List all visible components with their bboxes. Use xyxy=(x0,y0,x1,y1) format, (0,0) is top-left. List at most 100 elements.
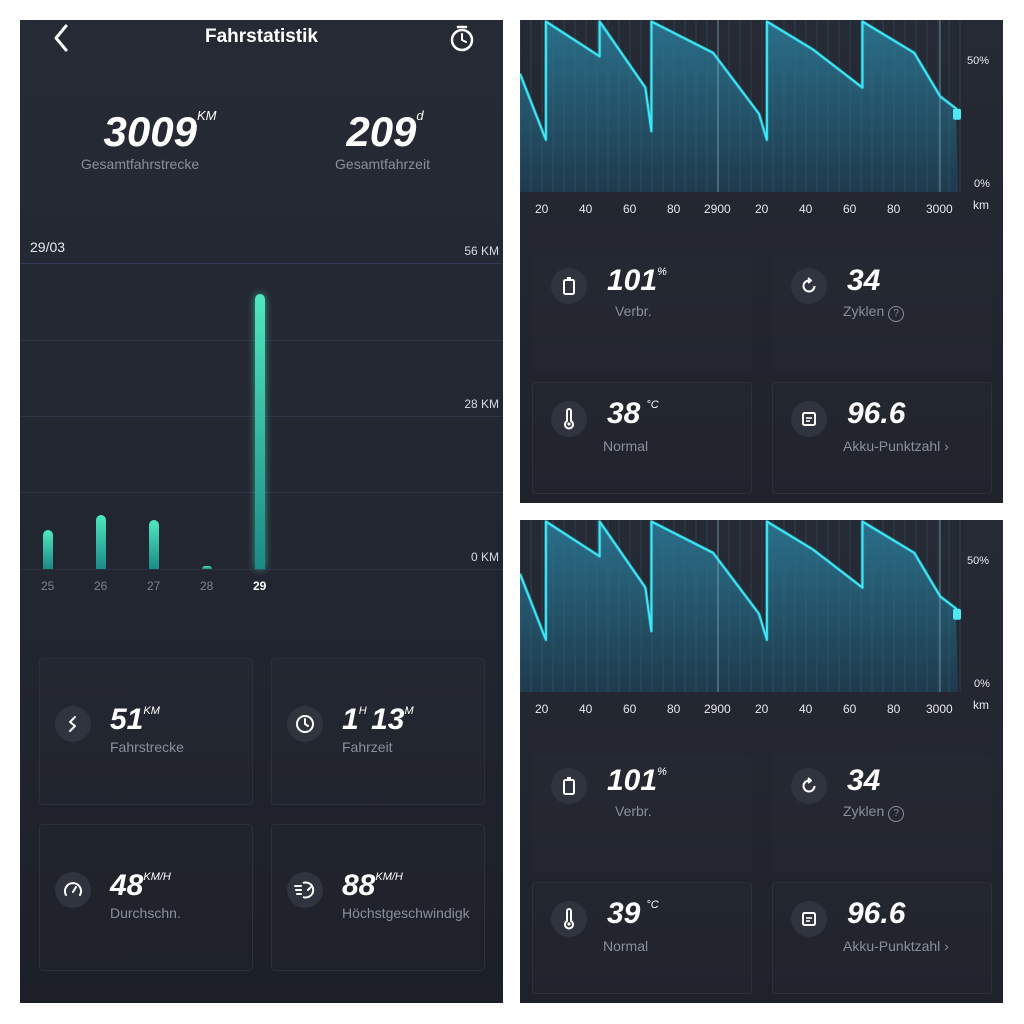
thermometer-icon xyxy=(551,901,587,937)
distance-label: Fahrstrecke xyxy=(110,739,184,755)
chevron-left-icon xyxy=(54,24,68,52)
x-tick: 40 xyxy=(799,702,813,716)
card-temperature: 39 °C Normal xyxy=(532,882,752,994)
x-tick: 80 xyxy=(887,202,901,216)
x-unit: km xyxy=(973,198,989,212)
x-tick: 60 xyxy=(843,202,857,216)
stat-card-distance: 51KM Fahrstrecke xyxy=(39,658,253,805)
y-label-0: 0% xyxy=(974,178,990,190)
battery-area xyxy=(520,21,958,192)
card-temperature: 38 °C Normal xyxy=(532,382,752,494)
battery-panel-2: 50% 0% 20 40 60 80 2900 20 40 60 80 3000 km 101% … xyxy=(520,520,1003,1003)
y-label-50: 50% xyxy=(967,55,990,67)
total-distance: 3009KM xyxy=(75,108,245,156)
stat-card-time: 1H 13M Fahrzeit xyxy=(271,658,485,805)
cycles-value: 34 xyxy=(847,764,881,797)
y-label-zero: 0 KM xyxy=(470,550,499,564)
x-label-day: 27 xyxy=(147,579,161,593)
y-label-mid: 28 KM xyxy=(464,397,499,411)
y-label-50: 50% xyxy=(967,555,990,567)
bar-day-27[interactable] xyxy=(149,519,159,569)
timer-button[interactable] xyxy=(448,24,476,52)
score-value: 96.6 xyxy=(847,397,906,430)
consumption-label: Verbr. xyxy=(615,303,652,319)
score-value: 96.6 xyxy=(847,897,906,930)
x-tick: 60 xyxy=(623,202,637,216)
x-tick: 20 xyxy=(535,702,549,716)
battery-icon xyxy=(551,768,587,804)
stopwatch-icon xyxy=(450,25,474,52)
battery-line xyxy=(520,20,957,141)
x-tick: 80 xyxy=(887,702,901,716)
battery-panel-1: 50% 0% 20 40 60 80 2900 20 40 60 80 3000 km 101% … xyxy=(520,20,1003,503)
consumption-unit: % xyxy=(657,766,667,778)
battery-level-chart[interactable] xyxy=(520,520,1003,735)
score-label: Akku-Punktzahl xyxy=(843,938,941,954)
x-unit: km xyxy=(973,698,989,712)
temperature-value: 39 xyxy=(607,897,641,930)
consumption-value: 101 xyxy=(607,764,658,797)
bar-day-29[interactable] xyxy=(255,293,265,569)
x-tick: 3000 xyxy=(926,702,953,716)
total-distance-value: 3009 xyxy=(103,108,197,155)
x-tick: 60 xyxy=(843,702,857,716)
cycles-label: Zyklen xyxy=(843,803,885,819)
cycles-label: Zyklen xyxy=(843,303,885,319)
consumption-label: Verbr. xyxy=(615,803,652,819)
total-time-value: 209 xyxy=(346,108,417,155)
avg-speed-label: Durchschn. xyxy=(110,905,181,921)
back-button[interactable] xyxy=(48,22,76,54)
refresh-icon xyxy=(791,268,827,304)
chevron-right-icon: › xyxy=(944,438,949,454)
grid-line xyxy=(20,263,503,264)
time-hours: 1 xyxy=(342,703,359,736)
x-tick: 3000 xyxy=(926,202,953,216)
card-battery-score[interactable]: 96.6 Akku-Punktzahl › xyxy=(772,882,992,994)
card-cycles: 34 Zyklen ? xyxy=(772,255,992,372)
x-tick: 40 xyxy=(579,202,593,216)
temperature-label: Normal xyxy=(603,438,649,454)
consumption-unit: % xyxy=(657,266,667,278)
battery-level-chart[interactable] xyxy=(520,20,1003,235)
daily-distance-chart[interactable]: 29/03 56 KM 28 KM 0 KM 25 26 27 28 29 xyxy=(20,235,503,605)
total-time-label: Gesamtfahrzeit xyxy=(335,156,430,172)
x-label-day: 26 xyxy=(94,579,108,593)
x-tick: 20 xyxy=(535,202,549,216)
max-speed-icon xyxy=(287,872,323,908)
bar-day-25[interactable] xyxy=(43,529,53,569)
clock-icon xyxy=(287,706,323,742)
max-speed-label: Höchstgeschwindigk xyxy=(342,905,470,921)
battery-line xyxy=(520,520,957,641)
help-icon[interactable]: ? xyxy=(888,806,905,822)
cycles-value: 34 xyxy=(847,264,881,297)
y-label-0: 0% xyxy=(974,678,990,690)
bar-day-28[interactable] xyxy=(202,566,212,569)
card-battery-score[interactable]: 96.6 Akku-Punktzahl › xyxy=(772,382,992,494)
current-level-marker xyxy=(953,108,962,120)
distance-value: 51 xyxy=(110,703,144,736)
total-time: 209d xyxy=(320,108,450,156)
distance-unit: KM xyxy=(143,705,160,717)
max-speed-unit: KM/H xyxy=(375,871,403,883)
card-cycles: 34 Zyklen ? xyxy=(772,755,992,872)
x-tick: 2900 xyxy=(704,202,731,216)
avg-speed-unit: KM/H xyxy=(143,871,171,883)
current-level-marker xyxy=(953,608,962,620)
ride-statistics-panel: Fahrstatistik 3009KM Gesamtfahrstrecke 2… xyxy=(20,20,503,1003)
temperature-label: Normal xyxy=(603,938,649,954)
temperature-value: 38 xyxy=(607,397,641,430)
document-icon xyxy=(791,901,827,937)
score-label: Akku-Punktzahl xyxy=(843,438,941,454)
help-icon[interactable]: ? xyxy=(888,306,905,322)
bar-day-26[interactable] xyxy=(96,514,106,569)
avg-speed-value: 48 xyxy=(110,869,144,902)
card-consumption: 101% Verbr. xyxy=(532,255,752,372)
total-time-unit: d xyxy=(416,108,424,123)
y-label-max: 56 KM xyxy=(464,244,499,258)
time-minutes: 13 xyxy=(371,703,405,736)
x-label-day: 28 xyxy=(200,579,214,593)
x-label-day: 25 xyxy=(41,579,55,593)
total-distance-label: Gesamtfahrstrecke xyxy=(80,156,200,172)
x-tick: 80 xyxy=(667,202,681,216)
time-minutes-unit: M xyxy=(404,705,414,717)
